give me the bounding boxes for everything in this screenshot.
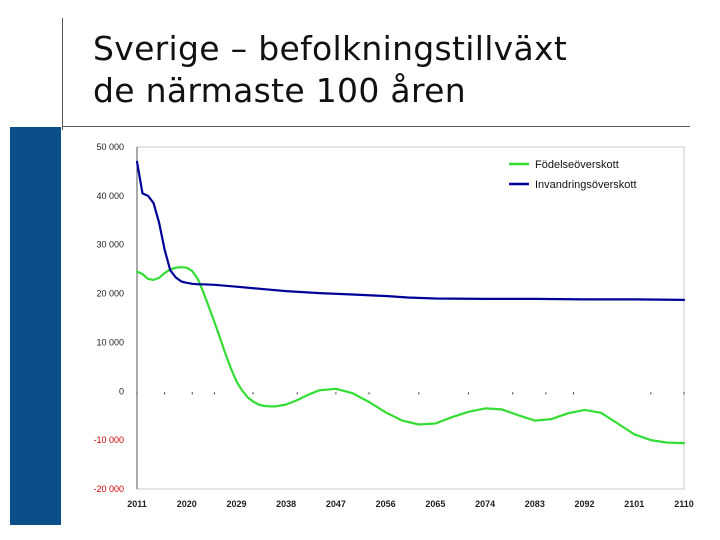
x-tick-label: 2056 (376, 499, 396, 509)
y-tick-label: -10 000 (93, 435, 124, 445)
slide-title: Sverige – befolkningstillväxt de närmast… (93, 28, 693, 112)
y-tick-label: 10 000 (96, 337, 124, 347)
x-tick-label: 2065 (425, 499, 445, 509)
x-tick-label: 2083 (525, 499, 545, 509)
slide-title-line-2: de närmaste 100 åren (93, 71, 466, 110)
y-tick-label: 0 (119, 386, 124, 396)
x-tick-label: 2038 (276, 499, 296, 509)
legend-label: Födelseöverskott (535, 159, 619, 171)
y-tick-label: 50 000 (96, 142, 124, 152)
series-line-fodelseoverskott (135, 266, 686, 445)
x-tick-label: 2110 (674, 499, 694, 509)
x-tick-label: 2092 (575, 499, 595, 509)
x-tick-label: 2074 (475, 499, 495, 509)
x-tick-label: 2047 (326, 499, 346, 509)
y-tick-label: 20 000 (96, 289, 124, 299)
y-tick-label: 30 000 (96, 240, 124, 250)
x-tick-label: 2101 (624, 499, 644, 509)
plot-area (136, 146, 685, 490)
series-line-invandringsoverskott (135, 160, 686, 301)
title-divider-horizontal (62, 126, 690, 127)
x-tick-label: 2029 (226, 499, 246, 509)
y-tick-label: -20 000 (93, 484, 124, 494)
slide-title-line-1: Sverige – befolkningstillväxt (93, 29, 568, 68)
x-tick-label: 2011 (127, 499, 147, 509)
chart-axes: 50 000 40 000 30 000 20 000 10 000 0 -10 000 -2… (93, 142, 693, 509)
legend-label: Invandringsöverskott (535, 179, 637, 191)
population-growth-chart: 50 000 40 000 30 000 20 000 10 000 0 -10 000 -2… (93, 142, 693, 509)
title-divider-vertical (62, 18, 63, 130)
x-tick-label: 2020 (177, 499, 197, 509)
accent-side-bar (10, 127, 61, 525)
y-tick-label: 40 000 (96, 191, 124, 201)
chart-series (135, 160, 686, 445)
chart-legend: Födelseöverskott Invandringsöverskott (509, 159, 637, 191)
